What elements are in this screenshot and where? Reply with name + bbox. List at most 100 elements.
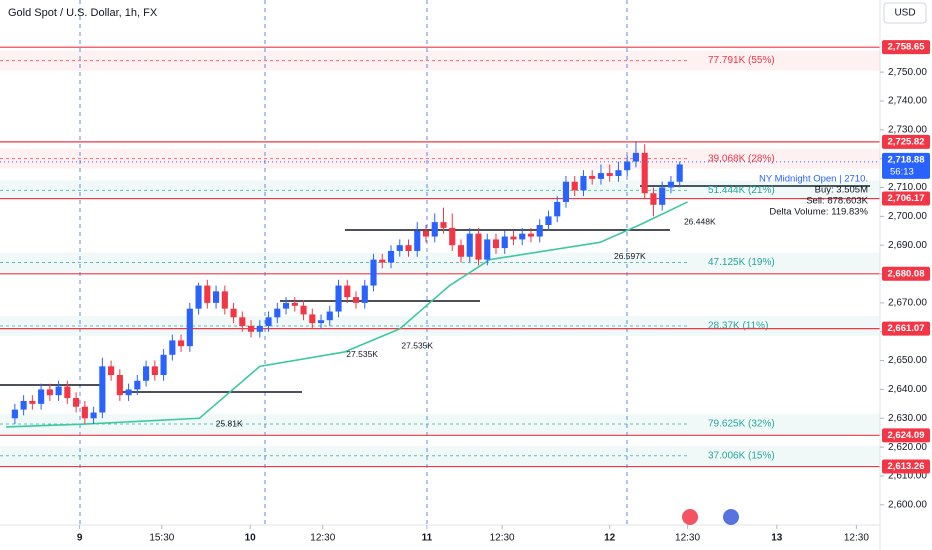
candle-body: [650, 193, 657, 205]
candle-body: [108, 366, 115, 375]
candle-body: [81, 406, 88, 419]
y-tick-label: 2,710.00: [888, 182, 927, 193]
candle-body: [317, 320, 325, 324]
level-badge: [882, 428, 930, 443]
small-label: 26.597K: [614, 251, 646, 261]
candle-body: [151, 366, 158, 375]
candle-body: [239, 317, 246, 326]
candle-body: [326, 311, 333, 321]
x-tick-label: 12: [604, 533, 616, 544]
candle-body: [64, 386, 71, 399]
currency-box[interactable]: [883, 2, 927, 24]
candle-body: [256, 325, 263, 332]
zone-label: 28.37K (11%): [708, 321, 768, 332]
candle-body: [55, 386, 62, 396]
small-label: 27.535K: [401, 340, 433, 350]
candle-body: [300, 305, 307, 315]
y-tick-label: 2,620.00: [888, 442, 927, 453]
candle-body: [160, 354, 167, 375]
candle-body: [282, 302, 290, 309]
candle-body: [379, 259, 386, 263]
y-tick-label: 2,600.00: [888, 499, 927, 510]
candle-body: [169, 340, 176, 355]
order-block-lines: [0, 185, 870, 393]
zone-label: 79.625K (32%): [708, 419, 775, 430]
candle-body: [125, 389, 132, 396]
level-label: 2,613.26: [888, 461, 925, 472]
countdown: 56:13: [890, 166, 914, 177]
current-price-badge: [882, 152, 930, 179]
candle-body: [519, 233, 526, 240]
level-label: 2,680.08: [888, 268, 925, 279]
candle-body: [676, 164, 683, 182]
x-tick-label: 9: [77, 533, 83, 544]
currency[interactable]: USD: [894, 8, 915, 19]
level-label: 2,706.17: [888, 193, 925, 204]
x-tick-label: 15:30: [149, 533, 174, 544]
candle-body: [11, 409, 18, 419]
candle-body: [247, 325, 255, 332]
candle-body: [221, 291, 228, 309]
level-label: 2,661.07: [888, 323, 925, 334]
candle-body: [134, 380, 141, 390]
level-label: 2,758.65: [888, 42, 926, 53]
candle-body: [615, 170, 622, 176]
candle-body: [265, 317, 272, 326]
candle-body: [667, 181, 674, 188]
candle-body: [457, 245, 465, 257]
zone-label: 47.125K (19%): [708, 257, 775, 268]
candle-body: [352, 297, 360, 303]
chart-title: Gold Spot / U.S. Dollar, 1h, FX: [8, 7, 158, 19]
current-price-label: 2,718.88: [888, 154, 925, 165]
candle-body: [440, 222, 447, 228]
candle-body: [204, 285, 211, 303]
candle-body: [195, 285, 202, 309]
x-tick-label: 13: [771, 533, 783, 544]
level-badge: [882, 321, 930, 336]
candle-body: [361, 285, 368, 303]
level-badge: [882, 191, 930, 206]
candle-body: [475, 233, 482, 260]
x-tick-label: 12:30: [310, 533, 335, 544]
candle-body: [396, 245, 403, 251]
level-label: 2,725.82: [888, 136, 925, 147]
level-badge: [882, 459, 930, 474]
candle-body: [606, 173, 613, 176]
candle-body: [501, 236, 508, 249]
x-tick-label: 10: [245, 533, 257, 544]
candle-body: [659, 187, 666, 205]
candle-body: [449, 227, 456, 246]
candle-body: [344, 285, 351, 298]
zone-label: 51.444K (21%): [708, 185, 775, 196]
candle-body: [143, 366, 150, 381]
candle-body: [554, 201, 561, 217]
candle-body: [431, 222, 438, 237]
x-tick-label: 12:30: [490, 533, 515, 544]
y-tick-label: 2,700.00: [888, 211, 927, 222]
candle-body: [641, 152, 648, 194]
candle-body: [414, 230, 421, 251]
candle-body: [589, 175, 596, 179]
candle-body: [335, 285, 342, 312]
small-label: 25.81K: [216, 418, 243, 428]
small-label: 26.448K: [684, 216, 716, 226]
candle-body: [580, 175, 587, 191]
candle-body: [536, 225, 543, 237]
candle-body: [562, 181, 570, 202]
x-tick-label: 11: [422, 533, 433, 544]
event-icon[interactable]: [682, 509, 698, 525]
info-line: NY Midnight Open | 2710.: [759, 173, 868, 184]
small-label: 27.535K: [346, 349, 378, 359]
y-tick-label: 2,740.00: [888, 96, 927, 107]
candle-body: [38, 389, 45, 404]
candle-body: [99, 366, 106, 413]
candle-body: [597, 173, 605, 179]
y-tick-label: 2,640.00: [888, 384, 927, 395]
candle-body: [291, 302, 298, 306]
y-tick-label: 2,750.00: [888, 67, 927, 78]
event-icon[interactable]: [723, 509, 739, 525]
candle-body: [29, 400, 36, 404]
candle-body: [230, 308, 237, 318]
candle-body: [116, 375, 123, 396]
